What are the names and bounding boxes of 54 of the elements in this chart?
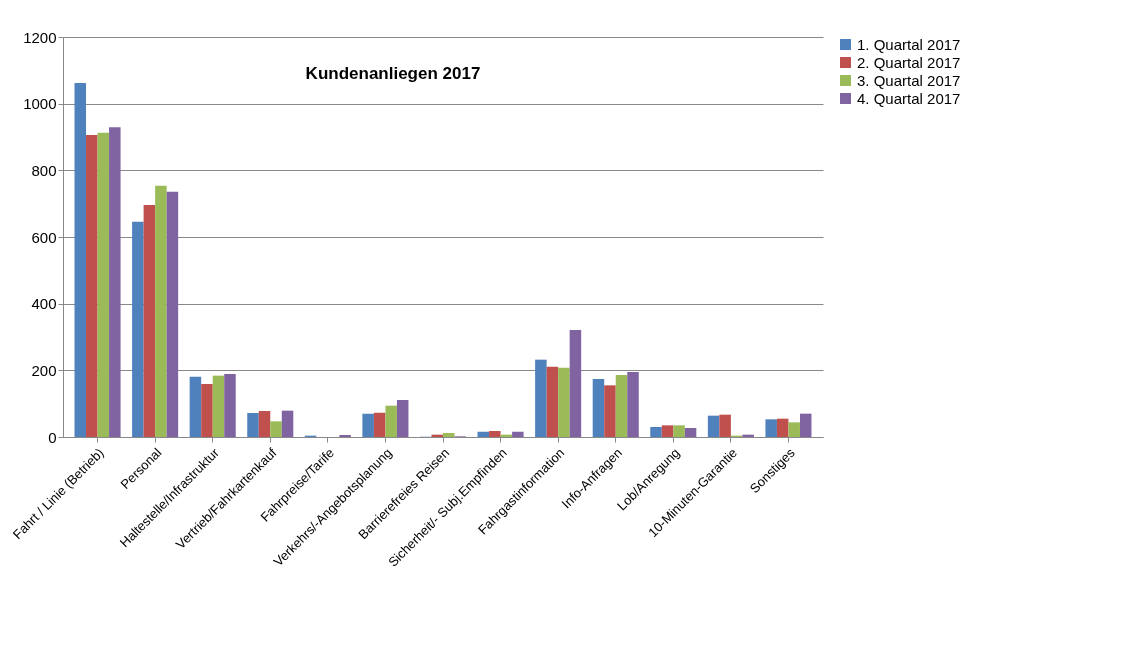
- y-tick-label: 400: [31, 295, 57, 313]
- bar: [799, 413, 812, 437]
- bar: [546, 366, 559, 437]
- bar: [74, 83, 87, 437]
- bar: [166, 191, 179, 437]
- bar: [604, 385, 616, 437]
- bar: [224, 374, 236, 437]
- legend-label: 2. Quartal 2017: [857, 53, 961, 71]
- y-tick-label: 200: [31, 361, 57, 379]
- y-tick-label: 800: [31, 161, 57, 179]
- bar: [132, 221, 144, 437]
- legend-label: 3. Quartal 2017: [857, 71, 961, 89]
- y-tick-label: 1000: [23, 95, 57, 113]
- bar: [569, 330, 582, 437]
- bar: [776, 418, 789, 437]
- bar: [247, 413, 259, 437]
- bar: [661, 425, 674, 437]
- bar: [385, 405, 397, 437]
- bar: [684, 428, 697, 437]
- bar: [489, 431, 501, 437]
- y-tick-label: 600: [31, 228, 57, 246]
- legend-label: 4. Quartal 2017: [857, 89, 961, 107]
- bar: [477, 431, 490, 437]
- bar: [97, 132, 110, 437]
- bar: [558, 367, 570, 437]
- bar: [707, 415, 720, 437]
- bar: [512, 431, 524, 437]
- bar: [201, 384, 213, 437]
- bar: [373, 412, 386, 437]
- bar: [719, 414, 731, 437]
- bar: [155, 185, 167, 437]
- bar: [592, 379, 605, 437]
- bar: [109, 127, 121, 437]
- bar: [396, 400, 409, 437]
- bar: [270, 421, 282, 437]
- bar: [627, 372, 639, 437]
- bar: [615, 375, 628, 437]
- bar: [212, 375, 225, 437]
- bar: [258, 411, 271, 437]
- bar: [443, 433, 455, 437]
- bar: [281, 410, 294, 437]
- y-tick-label: 0: [48, 428, 57, 446]
- bar: [362, 413, 374, 437]
- bar: [650, 427, 662, 437]
- text: Kundenanliegen 2017: [305, 64, 481, 83]
- bar: [535, 359, 547, 437]
- bar: [143, 205, 156, 437]
- y-tick-label: 1200: [23, 28, 57, 46]
- bar: [788, 422, 800, 437]
- legend-label: 1. Quartal 2017: [857, 35, 961, 53]
- bar: [189, 376, 202, 437]
- bar: [673, 425, 685, 437]
- bar: [86, 135, 98, 437]
- bar: [765, 419, 777, 437]
